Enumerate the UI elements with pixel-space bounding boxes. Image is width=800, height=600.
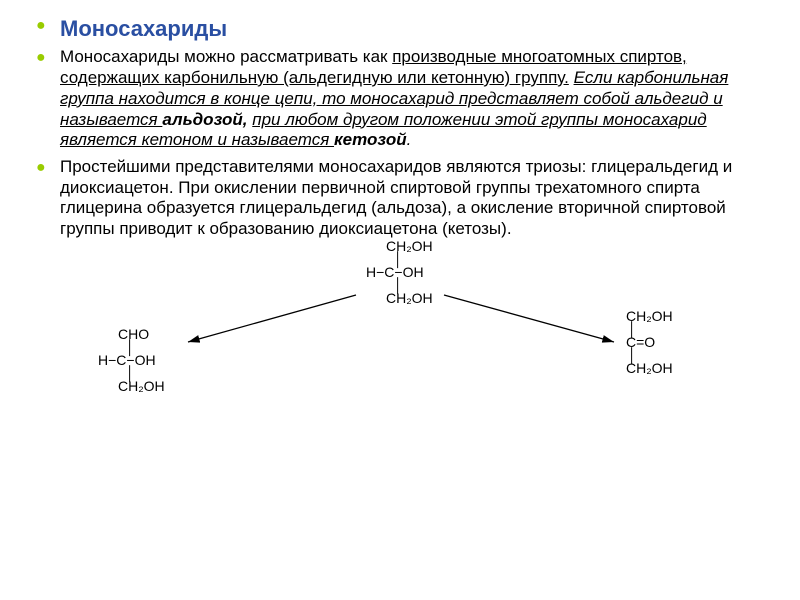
- reaction-diagram: СН₂ОН │ Н−С−ОН │ СН₂ОН СНО │ Н−С−ОН │ СН…: [36, 240, 764, 420]
- para-1: Моносахариды можно рассматривать как про…: [36, 47, 764, 151]
- arrow-left: [188, 295, 356, 342]
- formula-glycerol: СН₂ОН │ Н−С−ОН │ СН₂ОН: [366, 240, 433, 305]
- p2-text: Простейшими представителями моносахаридо…: [60, 157, 732, 238]
- p1-i1: .: [407, 130, 412, 149]
- title-text: Моносахариды: [60, 16, 227, 41]
- slide: Моносахариды Моносахариды можно рассматр…: [0, 0, 800, 600]
- bullet-list: Моносахариды Моносахариды можно рассматр…: [36, 16, 764, 240]
- p1-lead: Моносахариды можно рассматривать как: [60, 47, 392, 66]
- gly-l5: СН₂ОН: [366, 292, 433, 305]
- p1-bi2: кетозой: [334, 130, 407, 149]
- para-2: Простейшими представителями моносахаридо…: [36, 157, 764, 240]
- formula-ketose: СН₂ОН │ С=О │ СН₂ОН: [626, 310, 673, 375]
- title-bullet: Моносахариды: [36, 16, 764, 41]
- ket-l5: СН₂ОН: [626, 362, 673, 375]
- p1-bi1: альдозой,: [162, 110, 247, 129]
- formula-aldose: СНО │ Н−С−ОН │ СН₂ОН: [98, 328, 165, 393]
- ald-l5: СН₂ОН: [98, 380, 165, 393]
- arrow-right: [444, 295, 614, 342]
